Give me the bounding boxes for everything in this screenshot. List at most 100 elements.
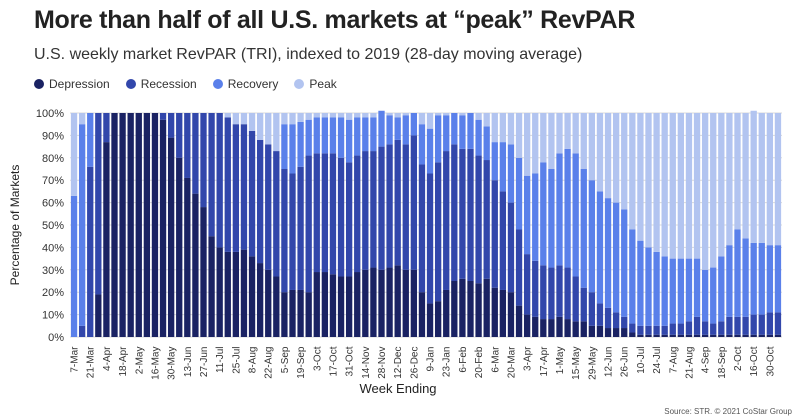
bar-segment-peak — [224, 113, 231, 118]
bar-segment-peak — [758, 113, 765, 243]
bar-segment-peak — [612, 113, 620, 203]
bar-segment-peak — [499, 113, 507, 143]
bar-segment-recovery — [321, 117, 329, 154]
legend-item-recovery: Recovery — [212, 77, 278, 91]
bar-segment-peak — [774, 113, 782, 246]
bar-segment-recession — [321, 153, 329, 273]
bar-segment-recession — [410, 135, 418, 270]
bar-segment-recession — [354, 155, 361, 273]
bar-segment-recession — [386, 144, 393, 268]
bar-segment-recovery — [499, 142, 507, 192]
bar-segment-peak — [321, 113, 329, 118]
bar-segment-depression — [726, 334, 733, 337]
bar-segment-recovery — [289, 124, 296, 174]
bar-segment-recovery — [532, 173, 539, 261]
bar-segment-peak — [337, 113, 345, 118]
bar-segment-recovery — [78, 124, 86, 326]
bar-segment-depression — [386, 267, 393, 337]
bar-segment-depression — [103, 142, 110, 337]
bar-segment-recession — [256, 139, 264, 264]
bar-segment-recession — [232, 124, 240, 252]
bar-segment-recovery — [386, 115, 393, 145]
bar-segment-peak — [248, 113, 256, 131]
bar-segment-recession — [289, 173, 296, 290]
bar-segment-recovery — [701, 269, 709, 322]
bar-segment-depression — [362, 269, 369, 337]
chart-subtitle: U.S. weekly market RevPAR (TRI), indexed… — [34, 46, 583, 63]
x-tick-label: 28-Nov — [377, 347, 388, 379]
bar-segment-recession — [540, 265, 547, 320]
bar-segment-recovery — [523, 175, 531, 255]
bar-segment-recession — [87, 166, 94, 337]
y-axis-title: Percentage of Markets — [8, 165, 22, 286]
bar-segment-recovery — [459, 115, 466, 149]
bar-segment-recession — [216, 113, 223, 248]
bar-segment-recession — [734, 316, 741, 335]
bar-segment-peak — [548, 113, 555, 169]
x-axis-title: Week Ending — [359, 381, 436, 396]
bar-segment-depression — [329, 274, 337, 337]
bar-segment-depression — [305, 292, 312, 337]
legend-label-peak: Peak — [309, 77, 337, 91]
y-tick-label: 80% — [42, 153, 64, 165]
bar-segment-peak — [386, 113, 393, 116]
x-tick-label: 29-May — [587, 347, 598, 380]
bar-segment-depression — [758, 334, 765, 337]
bar-segment-peak — [370, 113, 377, 118]
bar-segment-depression — [572, 321, 579, 337]
bar-segment-recession — [370, 151, 377, 268]
bar-segment-peak — [629, 113, 636, 230]
bar-segment-recession — [637, 325, 644, 335]
bar-segment-depression — [710, 334, 717, 337]
bar-segment-depression — [248, 256, 256, 337]
legend-swatch-peak — [294, 79, 305, 89]
x-tick-label: 30-Oct — [765, 346, 776, 376]
bar-segment-depression — [564, 319, 571, 337]
bar-segment-recovery — [491, 142, 498, 181]
bar-segment-recession — [693, 316, 701, 335]
bar-segment-recovery — [604, 198, 612, 308]
bar-segment-recession — [192, 113, 199, 194]
bar-segment-depression — [289, 289, 296, 337]
bar-segment-peak — [402, 113, 409, 116]
bar-segment-recession — [329, 153, 337, 275]
bar-segment-depression — [637, 334, 644, 337]
bar-segment-depression — [718, 334, 725, 337]
x-tick-label: 13-Jun — [183, 347, 194, 378]
bar-segment-recession — [103, 113, 110, 143]
bar-segment-recovery — [451, 113, 458, 145]
bar-segment-recession — [95, 113, 102, 295]
bar-segment-depression — [451, 281, 458, 337]
bar-segment-peak — [70, 113, 78, 196]
bar-segment-depression — [556, 316, 563, 337]
legend-swatch-depression — [34, 79, 44, 89]
bar-segment-depression — [523, 314, 531, 337]
bar-segment-recession — [402, 144, 409, 270]
bar-segment-depression — [653, 334, 660, 337]
x-tick-label: 23-Jan — [442, 347, 453, 378]
bar-segment-recession — [159, 113, 167, 120]
bar-segment-peak — [418, 113, 426, 125]
x-tick-label: 7-Aug — [668, 347, 679, 374]
bar-segment-depression — [515, 305, 523, 337]
bar-segment-recession — [523, 254, 531, 315]
bar-segment-depression — [119, 113, 126, 337]
x-tick-label: 14-Nov — [361, 347, 372, 379]
bar-segment-depression — [621, 328, 628, 337]
bar-segment-recovery — [378, 110, 385, 147]
x-tick-label: 3-Apr — [523, 346, 534, 371]
bar-segment-depression — [734, 334, 741, 337]
bar-segment-peak — [256, 113, 264, 140]
bar-segment-depression — [184, 177, 191, 337]
bar-segment-depression — [443, 289, 450, 337]
bar-segment-recovery — [629, 229, 636, 324]
bar-segment-depression — [273, 276, 280, 337]
bar-segment-peak — [685, 113, 693, 259]
bar-segment-recovery — [345, 119, 353, 163]
bar-segment-peak — [443, 113, 450, 116]
x-tick-label: 16-Oct — [749, 346, 760, 376]
bar-segment-recovery — [434, 115, 442, 163]
bar-segment-peak — [345, 113, 353, 120]
bar-segment-depression — [467, 281, 474, 337]
